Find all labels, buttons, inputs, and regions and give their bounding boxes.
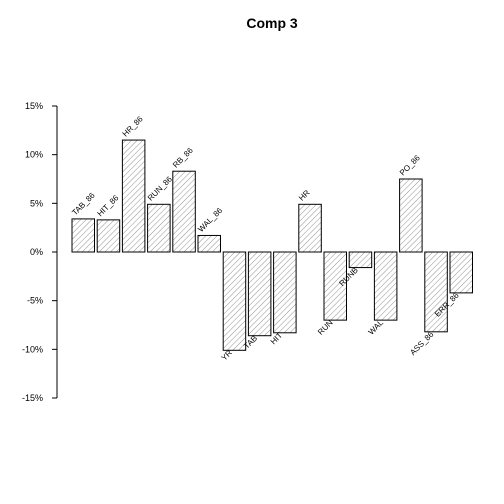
bars xyxy=(71,139,473,351)
bar-label: HR_86 xyxy=(121,114,145,138)
bar-label: HR xyxy=(297,188,312,203)
y-tick-label: -15% xyxy=(22,393,43,403)
y-tick-label: 10% xyxy=(25,150,43,160)
bar-ass-86 xyxy=(424,251,448,333)
y-tick-label: -10% xyxy=(22,344,43,354)
bar-hit xyxy=(273,251,297,334)
bar-wal-86 xyxy=(197,234,221,253)
bar-tab xyxy=(247,251,272,337)
bar-label: RUN_86 xyxy=(146,174,174,202)
bar-run-86 xyxy=(147,203,171,253)
bar-label: TAB_86 xyxy=(70,191,97,218)
bar-runb xyxy=(348,251,373,269)
bar-po-86 xyxy=(399,178,423,253)
bar-label: RB_86 xyxy=(171,146,195,170)
bar-wal xyxy=(373,251,398,321)
bar-label: ASS_86 xyxy=(408,329,436,357)
y-tick-label: 5% xyxy=(30,198,43,208)
y-tick-label: 15% xyxy=(25,101,43,111)
bar-tab-86 xyxy=(71,218,95,253)
chart-title: Comp 3 xyxy=(246,15,298,31)
bar-rb-86 xyxy=(172,170,196,253)
y-axis: -15% -10% -5% 0% 5% 10% 15% xyxy=(22,101,58,403)
y-tick-label: -5% xyxy=(27,296,43,306)
bar-label: WAL_86 xyxy=(196,206,224,234)
bar-label: HIT_86 xyxy=(96,193,121,218)
bar-label: RUN xyxy=(316,318,335,337)
y-tick-label: 0% xyxy=(30,247,43,257)
bar-hr xyxy=(298,203,322,253)
bar-hit-86 xyxy=(96,219,121,253)
bar-yr xyxy=(222,251,247,351)
bar-label: PO_86 xyxy=(398,153,422,177)
bar-err-86 xyxy=(449,251,473,294)
bar-run xyxy=(323,251,347,321)
bar-hr-86 xyxy=(121,139,146,253)
